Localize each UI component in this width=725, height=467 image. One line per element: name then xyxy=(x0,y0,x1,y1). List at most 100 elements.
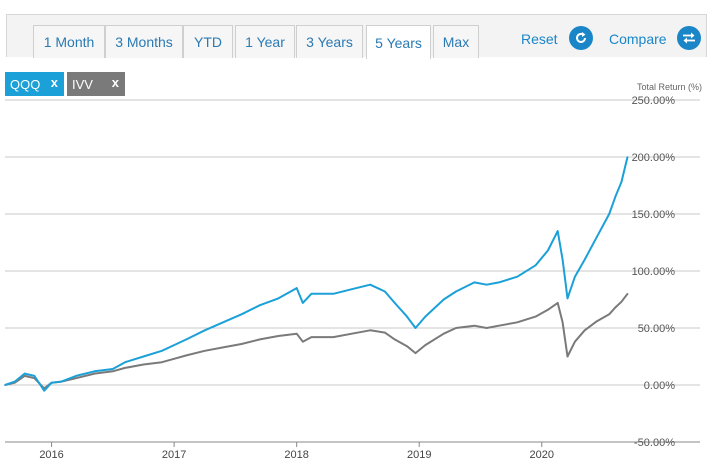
data-point xyxy=(384,331,386,334)
y-tick-label: -50.00% xyxy=(634,437,675,449)
data-point xyxy=(124,361,126,364)
data-point xyxy=(614,306,617,309)
y-tick-label: 150.00% xyxy=(632,209,676,221)
data-point xyxy=(473,324,476,327)
data-point xyxy=(566,355,569,358)
ivv-remove-icon[interactable]: x xyxy=(111,75,119,90)
data-point xyxy=(516,275,519,278)
x-tick-label: 2019 xyxy=(407,449,431,461)
data-point xyxy=(60,380,63,383)
data-point xyxy=(332,336,335,338)
data-point xyxy=(561,258,564,261)
data-point xyxy=(185,354,188,357)
series-line-ivv xyxy=(4,293,629,390)
data-point xyxy=(498,281,500,284)
data-point xyxy=(596,236,598,238)
data-point xyxy=(414,327,417,329)
data-point xyxy=(332,293,335,295)
data-point xyxy=(556,230,559,232)
tab-1-month[interactable]: 1 Month xyxy=(33,25,105,58)
data-point xyxy=(620,300,623,303)
data-point xyxy=(112,368,114,370)
data-point xyxy=(424,315,427,318)
data-point xyxy=(142,355,145,358)
data-point xyxy=(93,372,96,375)
data-point xyxy=(574,340,576,343)
data-point xyxy=(583,329,586,332)
data-point xyxy=(556,302,559,304)
data-point xyxy=(23,372,26,375)
data-point xyxy=(406,345,408,348)
data-point xyxy=(516,321,519,324)
data-point xyxy=(301,340,304,343)
data-point xyxy=(608,313,610,316)
x-tick-label: 2017 xyxy=(162,449,186,461)
data-point xyxy=(301,302,304,304)
ivv-chip-label: IVV xyxy=(72,76,93,92)
data-point xyxy=(112,370,114,373)
y-tick-label: 200.00% xyxy=(632,152,676,164)
data-point xyxy=(33,375,36,377)
data-point xyxy=(124,367,126,369)
data-point xyxy=(222,346,224,349)
y-axis-title: Total Return (%) xyxy=(637,82,702,92)
tab-5-years[interactable]: 5 Years xyxy=(366,25,431,59)
data-point xyxy=(75,377,77,379)
data-point xyxy=(295,287,298,289)
data-point xyxy=(310,336,313,338)
tab-3-months[interactable]: 3 Months xyxy=(105,25,183,58)
data-point xyxy=(43,389,46,392)
series-qqq xyxy=(4,156,629,392)
data-point xyxy=(442,332,445,335)
data-point xyxy=(498,324,500,327)
compare-arrows-icon[interactable] xyxy=(677,26,701,50)
data-point xyxy=(534,315,537,318)
data-point xyxy=(203,329,206,332)
y-tick-label: 100.00% xyxy=(632,266,676,278)
data-point xyxy=(259,338,261,341)
data-point xyxy=(626,293,629,295)
data-point xyxy=(23,375,26,377)
qqq-chip: QQQ x xyxy=(5,72,64,96)
data-point xyxy=(485,283,488,286)
data-point xyxy=(566,297,569,300)
x-tick-label: 2020 xyxy=(530,449,554,461)
data-point xyxy=(574,275,576,278)
x-tick-label: 2018 xyxy=(284,449,308,461)
data-point xyxy=(351,288,353,291)
data-point xyxy=(614,196,617,198)
data-point xyxy=(473,281,476,284)
data-point xyxy=(424,344,427,346)
tab-3-years[interactable]: 3 Years xyxy=(296,25,363,58)
reset-button[interactable]: Reset xyxy=(521,31,558,47)
data-point xyxy=(534,264,537,267)
data-point xyxy=(161,350,163,352)
data-point xyxy=(393,338,396,341)
data-point xyxy=(455,290,457,293)
data-point xyxy=(161,361,163,364)
data-point xyxy=(547,308,549,311)
data-point xyxy=(277,335,280,337)
data-point xyxy=(75,375,77,377)
compare-button[interactable]: Compare xyxy=(609,31,667,47)
qqq-remove-icon[interactable]: x xyxy=(50,75,58,90)
ivv-chip: IVV x xyxy=(67,72,125,96)
data-point xyxy=(203,350,206,352)
data-point xyxy=(310,293,313,295)
tab-1-year[interactable]: 1 Year xyxy=(235,25,295,58)
reset-icon[interactable] xyxy=(569,26,593,50)
data-point xyxy=(384,290,386,293)
data-point xyxy=(455,327,457,329)
range-toolbar: 1 Month 3 Months YTD 1 Year 3 Years 5 Ye… xyxy=(6,14,707,59)
tab-max[interactable]: Max xyxy=(433,25,479,58)
data-point xyxy=(295,332,298,335)
data-point xyxy=(620,181,623,183)
data-point xyxy=(369,329,371,332)
data-point xyxy=(240,343,243,345)
data-point xyxy=(596,320,598,322)
data-point xyxy=(414,352,417,354)
y-tick-label: 250.00% xyxy=(632,95,676,107)
tab-ytd[interactable]: YTD xyxy=(183,25,233,58)
data-point xyxy=(351,332,353,335)
